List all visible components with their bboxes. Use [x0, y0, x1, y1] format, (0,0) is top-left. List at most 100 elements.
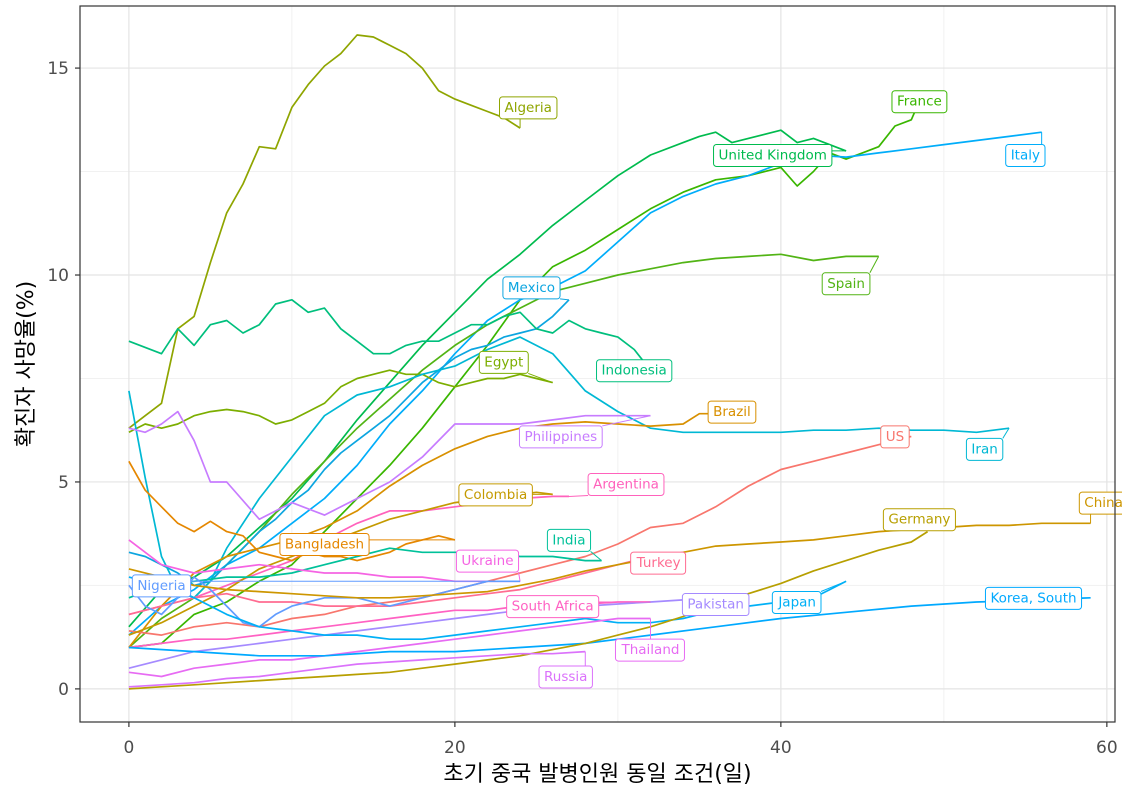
- y-tick-label: 5: [58, 473, 69, 493]
- series-label-russia: Russia: [538, 665, 593, 689]
- series-labels: Algeria France United Kingdom Italy Spain Mex…: [131, 90, 1122, 689]
- series-label-box: [681, 593, 750, 617]
- series-label-box: [891, 90, 948, 114]
- series-label-box: [131, 574, 192, 598]
- series-label-text: Bangladesh: [285, 537, 364, 553]
- series-label-text: Brazil: [713, 404, 751, 420]
- series-label-india: India: [546, 528, 592, 552]
- series-label-text: Russia: [544, 669, 587, 685]
- series-label-text: Nigeria: [137, 578, 185, 594]
- series-label-japan: Japan: [771, 590, 822, 614]
- series-label-box: [880, 425, 910, 449]
- series-label-box: [502, 276, 561, 300]
- series-label-connector: [1002, 427, 1010, 439]
- series-label-connector: [820, 580, 847, 592]
- series-label-text: Indonesia: [602, 363, 667, 379]
- panel-border: [79, 5, 1116, 723]
- series-label-indonesia: Indonesia: [596, 359, 673, 383]
- series-label-iran: Iran: [965, 437, 1004, 461]
- x-tick-label: 20: [444, 738, 466, 758]
- series-label-text: India: [552, 532, 585, 548]
- series-label-germany: Germany: [882, 508, 956, 532]
- series-label-connector: [528, 372, 553, 384]
- series-label-text: Iran: [971, 441, 997, 457]
- series-label-france: France: [891, 90, 948, 114]
- x-tick-label: 40: [770, 738, 792, 758]
- series-label-text: France: [897, 94, 942, 110]
- series-label-text: Argentina: [593, 477, 659, 493]
- series-label-text: Spain: [827, 276, 865, 292]
- series-label-box: [771, 590, 822, 614]
- series-label-box: [1005, 143, 1046, 167]
- series-label-algeria: Algeria: [499, 96, 558, 120]
- series-label-box: [546, 528, 592, 552]
- series-label-italy: Italy: [1005, 143, 1046, 167]
- series-label-box: [713, 143, 833, 167]
- series-label-text: Turkey: [636, 555, 681, 571]
- series-label-box: [707, 400, 757, 424]
- series-line-russia: [128, 650, 586, 688]
- series-label-box: [821, 272, 871, 296]
- series-label-box: [587, 473, 665, 497]
- x-tick-label: 60: [1096, 738, 1118, 758]
- series-label-connector: [568, 495, 589, 497]
- series-label-mexico: Mexico: [502, 276, 561, 300]
- series-label-bangladesh: Bangladesh: [279, 533, 370, 557]
- series-label-box: [455, 549, 520, 573]
- series-line-nigeria: [128, 576, 521, 628]
- axis-ticks: 0 20 40 60 0 5 10 15: [47, 59, 1117, 758]
- series-label-nigeria: Nigeria: [131, 574, 192, 598]
- series-label-text: Egypt: [484, 354, 523, 370]
- y-axis-title: 확진자 사망율(%): [14, 281, 39, 448]
- series-line-india: [128, 547, 602, 599]
- series-label-text: Philippines: [524, 429, 597, 445]
- series-label-text: Pakistan: [687, 597, 744, 613]
- series-label-box: [630, 551, 687, 575]
- series-label-box: [478, 350, 529, 374]
- series-label-korea-south: Korea, South: [984, 586, 1083, 610]
- grid: [80, 6, 1115, 722]
- series-line-italy: [128, 131, 1042, 636]
- series-label-text: Thailand: [620, 642, 679, 658]
- series-label-us: US: [880, 425, 910, 449]
- series-line-germany: [128, 530, 929, 690]
- series-label-argentina: Argentina: [587, 473, 665, 497]
- series-label-box: [965, 437, 1004, 461]
- series-label-connector: [869, 256, 880, 274]
- series-label-egypt: Egypt: [478, 350, 529, 374]
- series-label-connector: [518, 572, 521, 582]
- series-line-brazil: [128, 412, 716, 649]
- series-label-box: [518, 425, 603, 449]
- series-label-connector: [590, 551, 602, 561]
- series-line-united-kingdom: [128, 129, 847, 628]
- series-line-egypt: [128, 369, 553, 434]
- series-label-text: Korea, South: [990, 590, 1076, 606]
- y-tick-label: 10: [47, 266, 69, 286]
- series-line-bangladesh: [128, 460, 456, 562]
- series-label-connector: [560, 298, 570, 301]
- series-label-philippines: Philippines: [518, 425, 603, 449]
- series-label-text: United Kingdom: [719, 147, 827, 163]
- series-label-china: China: [1078, 491, 1122, 515]
- y-tick-label: 15: [47, 59, 69, 79]
- series-label-box: [506, 595, 600, 619]
- series-line-indonesia: [128, 298, 652, 371]
- series-label-connector: [602, 415, 651, 427]
- series-line-philippines: [128, 410, 651, 521]
- series-label-text: Algeria: [505, 100, 552, 116]
- series-label-text: Ukraine: [461, 553, 513, 569]
- series-label-united-kingdom: United Kingdom: [713, 143, 833, 167]
- series-label-spain: Spain: [821, 272, 871, 296]
- series-label-text: Germany: [888, 512, 950, 528]
- series-label-text: US: [886, 429, 904, 445]
- series-label-box: [538, 665, 593, 689]
- series-label-text: Japan: [777, 594, 816, 610]
- series-line-algeria: [128, 34, 521, 429]
- x-tick-label: 0: [123, 738, 134, 758]
- series-label-pakistan: Pakistan: [681, 593, 750, 617]
- y-tick-label: 0: [58, 680, 69, 700]
- series-label-text: Mexico: [508, 280, 555, 296]
